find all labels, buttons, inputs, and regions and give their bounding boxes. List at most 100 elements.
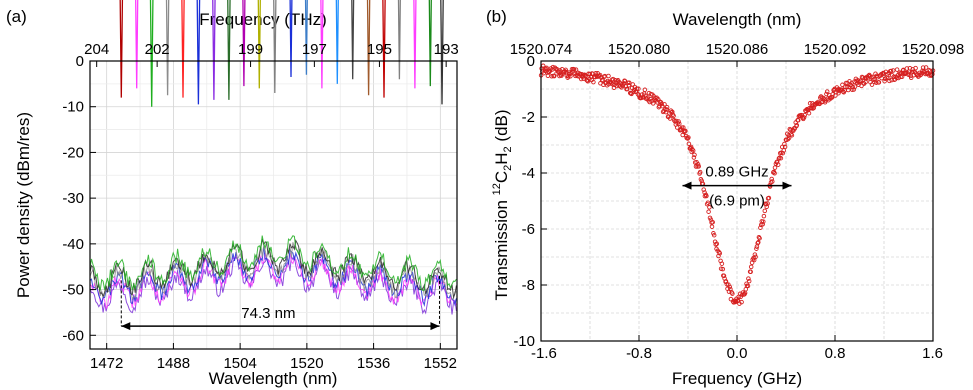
- b-data-point: [701, 187, 706, 192]
- a-x-tick-label: 1504: [223, 355, 256, 372]
- a-laser-line: [273, 0, 277, 94]
- a-laser-line: [289, 0, 293, 78]
- b-data-point: [601, 74, 607, 80]
- a-laser-line: [413, 0, 417, 89]
- b-data-point: [573, 67, 579, 72]
- a-laser-line: [397, 0, 401, 80]
- b-data-point: [859, 83, 864, 89]
- panel-b-y-title-c: C: [492, 171, 511, 183]
- b-data-point: [782, 144, 788, 150]
- b-y-tick-label: -8: [522, 277, 535, 294]
- b-data-point: [760, 222, 765, 227]
- b-data-point: [549, 74, 554, 79]
- a-laser-line: [242, 0, 246, 87]
- a-laser-line: [135, 0, 139, 89]
- b-data-point: [888, 68, 894, 74]
- a-x-tick-label: 1536: [357, 355, 390, 372]
- b-data-point: [789, 133, 795, 138]
- a-noise-floor: [89, 238, 457, 299]
- b-data-point: [908, 75, 914, 81]
- panel-a-ticks: 1472 1488 1504 1520 1536 1552 0 -10 -20 -30 -40 -50…: [62, 41, 458, 372]
- b-data-point: [676, 119, 681, 124]
- a-y-tick-label: -50: [62, 282, 84, 299]
- b-data-point: [869, 82, 875, 87]
- a-top-tick-label: 199: [238, 41, 263, 58]
- a-x-tick-label: 1552: [424, 355, 457, 372]
- b-data-point: [563, 67, 568, 73]
- b-data-point: [927, 68, 933, 74]
- b-data-point: [765, 201, 770, 206]
- b-data-point: [674, 125, 680, 130]
- a-y-tick-label: -10: [62, 99, 84, 116]
- b-data-point: [577, 71, 582, 76]
- a-laser-line: [149, 0, 154, 107]
- b-data-point: [662, 102, 667, 107]
- b-data-point: [600, 78, 606, 83]
- b-data-point: [704, 193, 709, 199]
- panel-b-y-title-suffix: (dB): [492, 109, 511, 146]
- b-data-point: [599, 77, 605, 83]
- a-laser-line: [196, 0, 201, 105]
- panel-a-frame: [89, 60, 458, 350]
- a-span-arrow-left-head: [121, 322, 131, 331]
- b-data-point: [547, 68, 553, 74]
- b-data-point: [636, 86, 641, 91]
- b-data-point: [686, 135, 691, 140]
- b-data-point: [795, 118, 801, 123]
- b-data-point: [686, 141, 692, 147]
- b-data-point: [692, 152, 697, 158]
- panel-b-label: (b): [486, 7, 507, 26]
- a-x-tick-label: 1488: [157, 355, 190, 372]
- b-data-point: [904, 66, 910, 71]
- a-laser-line: [119, 0, 124, 98]
- b-data-point: [807, 101, 813, 106]
- b-data-point: [551, 73, 557, 79]
- b-data-point: [727, 284, 732, 290]
- a-top-tick-label: 202: [145, 41, 170, 58]
- b-data-point: [913, 65, 918, 71]
- b-x-tick-label: 0.0: [727, 345, 748, 362]
- b-data-point: [824, 89, 830, 94]
- b-data-point: [705, 200, 711, 205]
- panel-b-top-axis-title: Wavelength (nm): [673, 10, 802, 29]
- a-laser-line: [351, 0, 355, 80]
- a-y-tick-label: -60: [62, 327, 84, 344]
- b-data-point: [863, 79, 868, 85]
- b-data-point: [625, 86, 630, 92]
- b-data-point: [761, 213, 767, 219]
- b-data-point: [706, 209, 711, 214]
- a-top-tick-label: 204: [84, 41, 109, 58]
- panel-b-width-label: 0.89 GHz: [705, 164, 768, 181]
- b-top-tick-label: 1520.074: [510, 41, 573, 58]
- b-data-point: [696, 164, 701, 169]
- b-data-point: [746, 278, 752, 284]
- a-laser-line: [320, 0, 324, 89]
- b-data-point: [753, 254, 758, 260]
- a-x-tick-label: 1520: [290, 355, 323, 372]
- a-y-tick-label: -20: [62, 144, 84, 161]
- b-data-point: [647, 99, 652, 105]
- b-x-tick-label: 1.6: [922, 345, 943, 362]
- b-data-point: [610, 81, 615, 87]
- panel-a-label: (a): [6, 7, 27, 26]
- a-laser-line: [165, 0, 170, 96]
- b-data-point: [709, 224, 715, 229]
- a-laser-line: [227, 0, 231, 100]
- b-data-point: [806, 110, 812, 116]
- a-top-tick-label: 193: [434, 41, 459, 58]
- b-data-point: [730, 291, 735, 296]
- b-data-point: [899, 74, 905, 80]
- b-data-point: [621, 81, 627, 86]
- b-data-point: [587, 71, 593, 77]
- b-data-point: [674, 118, 679, 124]
- b-data-point: [571, 67, 577, 72]
- panel-b-annotation: 0.89 GHz (6.9 pm): [682, 164, 792, 210]
- b-width-arrow-left-head: [682, 181, 692, 190]
- b-data-point: [670, 109, 675, 115]
- a-laser-line: [382, 0, 386, 98]
- panel-b-y-title-sup: 12: [491, 183, 503, 195]
- b-data-point: [591, 79, 596, 85]
- b-data-point: [682, 129, 688, 134]
- b-data-point: [787, 126, 793, 132]
- b-data-point: [723, 279, 729, 284]
